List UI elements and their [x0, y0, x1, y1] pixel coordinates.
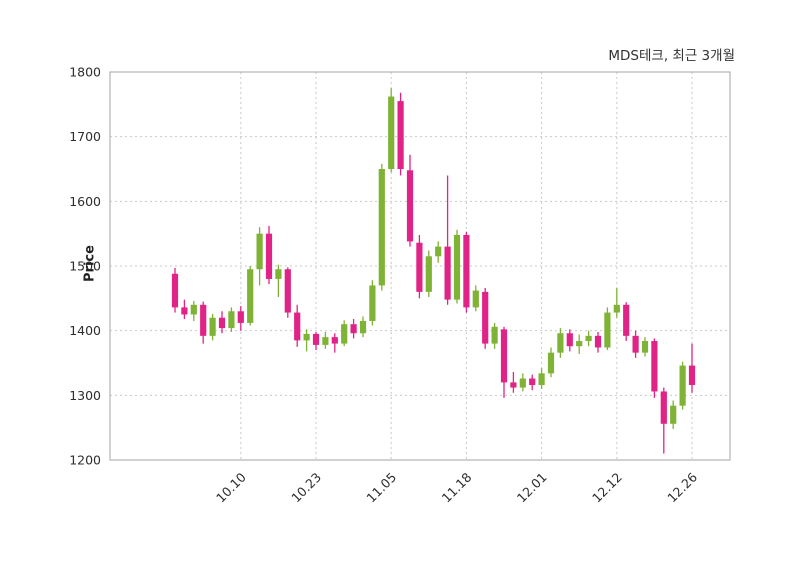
candle-body [688, 365, 696, 385]
candle-body [294, 312, 301, 341]
candle-body [237, 311, 244, 323]
candle-body [378, 169, 385, 286]
x-tick-label: 12.26 [664, 469, 700, 505]
x-tick-label: 10.23 [288, 470, 324, 506]
y-tick-label: 1500 [69, 259, 101, 274]
candle-body [632, 335, 639, 353]
candle-body [594, 335, 602, 348]
candle-body [181, 307, 188, 315]
candle-body [209, 317, 216, 336]
candle-body [547, 352, 555, 374]
candle-body [435, 246, 442, 257]
candle-body [388, 96, 395, 169]
candle-body [519, 378, 526, 388]
candle-body [200, 304, 207, 336]
candle-body [171, 273, 179, 308]
candle-body [228, 311, 235, 329]
candle-body [369, 285, 376, 321]
candle-body [331, 337, 338, 344]
candle-body [406, 170, 414, 242]
y-tick-label: 1200 [69, 453, 101, 468]
candle-body [444, 246, 451, 300]
candle-body [604, 312, 611, 348]
candle-body [651, 341, 658, 392]
candle-body [670, 405, 677, 424]
y-tick-label: 1800 [69, 65, 101, 80]
candle-body [641, 341, 649, 353]
y-tick-label: 1300 [69, 388, 101, 403]
candle-body [341, 324, 348, 344]
candle-body [538, 373, 545, 385]
y-tick-label: 1700 [69, 129, 101, 144]
candle-body [576, 341, 583, 347]
candle-body [510, 382, 517, 388]
candle-body [350, 324, 357, 334]
x-tick-label: 12.01 [514, 470, 550, 506]
chart-title: MDS테크, 최근 3개월 [608, 48, 735, 64]
y-tick-label: 1400 [69, 323, 101, 338]
candle-body [303, 333, 310, 341]
candle-body [491, 326, 498, 344]
candle-body [585, 335, 592, 342]
candle-body [397, 101, 404, 169]
candle-body [425, 256, 432, 292]
candle-body [557, 333, 564, 353]
candle-body [613, 304, 620, 313]
candle-body [482, 291, 489, 344]
y-tick-label: 1600 [69, 194, 101, 209]
x-tick-label: 11.05 [363, 470, 399, 506]
candle-body [312, 333, 320, 345]
candle-body [247, 269, 254, 323]
candle-body [265, 233, 273, 279]
x-tick-label: 11.18 [439, 469, 475, 505]
candle-body [566, 333, 573, 347]
candle-body [190, 304, 197, 315]
candle-body [416, 242, 423, 292]
candle-body [679, 365, 686, 406]
plot-border [109, 71, 731, 461]
candle-body [463, 234, 470, 308]
candle-body [660, 391, 667, 424]
x-tick-label: 10.10 [213, 469, 249, 505]
candle-body [322, 337, 329, 345]
candle-body [453, 234, 461, 300]
candle-body [218, 317, 226, 329]
candle-body [359, 320, 367, 334]
candle-body [256, 233, 263, 270]
candle-body [623, 304, 630, 336]
x-tick-label: 12.12 [589, 470, 625, 506]
candle-body [284, 269, 291, 313]
candle-body [529, 378, 536, 385]
candle-body [472, 290, 479, 308]
candle-body [500, 329, 508, 383]
candle-body [275, 269, 282, 279]
y-axis-label: Price [82, 245, 98, 282]
